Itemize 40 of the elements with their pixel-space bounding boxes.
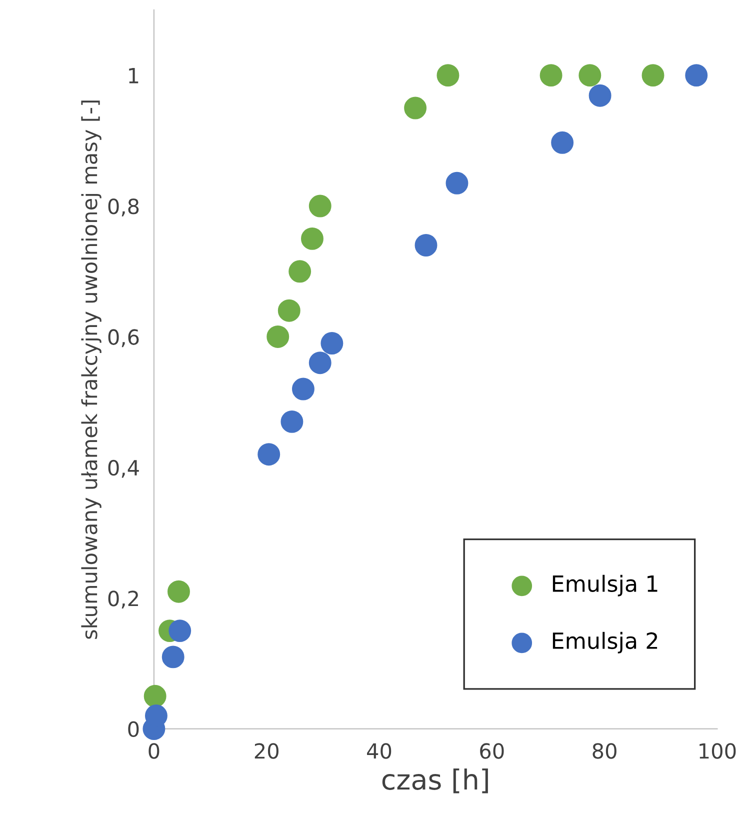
point: [414, 234, 438, 256]
x-tick-label: 20: [254, 743, 278, 759]
point: [551, 131, 574, 154]
point: [308, 352, 332, 374]
x-tick-label: 60: [480, 743, 504, 759]
point: [168, 620, 192, 642]
x-tick-label: 0: [148, 743, 160, 759]
y-tick-label: 0,6: [108, 329, 139, 348]
point: [292, 378, 314, 400]
y-tick-label: 0,2: [108, 590, 138, 608]
point: [578, 64, 602, 87]
point: [404, 96, 427, 120]
y-axis-title: skumulowany ułamek frakcyjny uwolnionej masy [-]: [81, 100, 102, 639]
y-tick-label: 0,8: [108, 198, 139, 216]
x-tick-label: 100: [700, 743, 736, 759]
point: [446, 172, 468, 194]
point: [685, 64, 708, 87]
legend-label: Emulsja 2: [552, 632, 658, 654]
point: [278, 299, 300, 322]
point: [436, 64, 460, 87]
point: [301, 227, 324, 250]
y-tick-label: 0,4: [108, 460, 139, 478]
point: [280, 410, 304, 433]
y-tick-label: 0: [128, 721, 139, 738]
point: [308, 194, 332, 218]
point: [288, 260, 312, 283]
point: [320, 332, 344, 354]
point: [642, 64, 664, 87]
x-axis-title: czas [h]: [382, 768, 488, 794]
x-tick-label: 80: [592, 743, 616, 759]
point: [258, 443, 280, 466]
point: [168, 580, 190, 603]
point: [266, 326, 290, 348]
point: [162, 646, 184, 668]
point: [144, 684, 166, 708]
x-tick-label: 40: [367, 743, 392, 759]
point: [540, 64, 562, 87]
legend-label: Emulsja 1: [552, 574, 658, 596]
y-tick-label: 1: [129, 68, 138, 84]
point: [588, 84, 612, 107]
